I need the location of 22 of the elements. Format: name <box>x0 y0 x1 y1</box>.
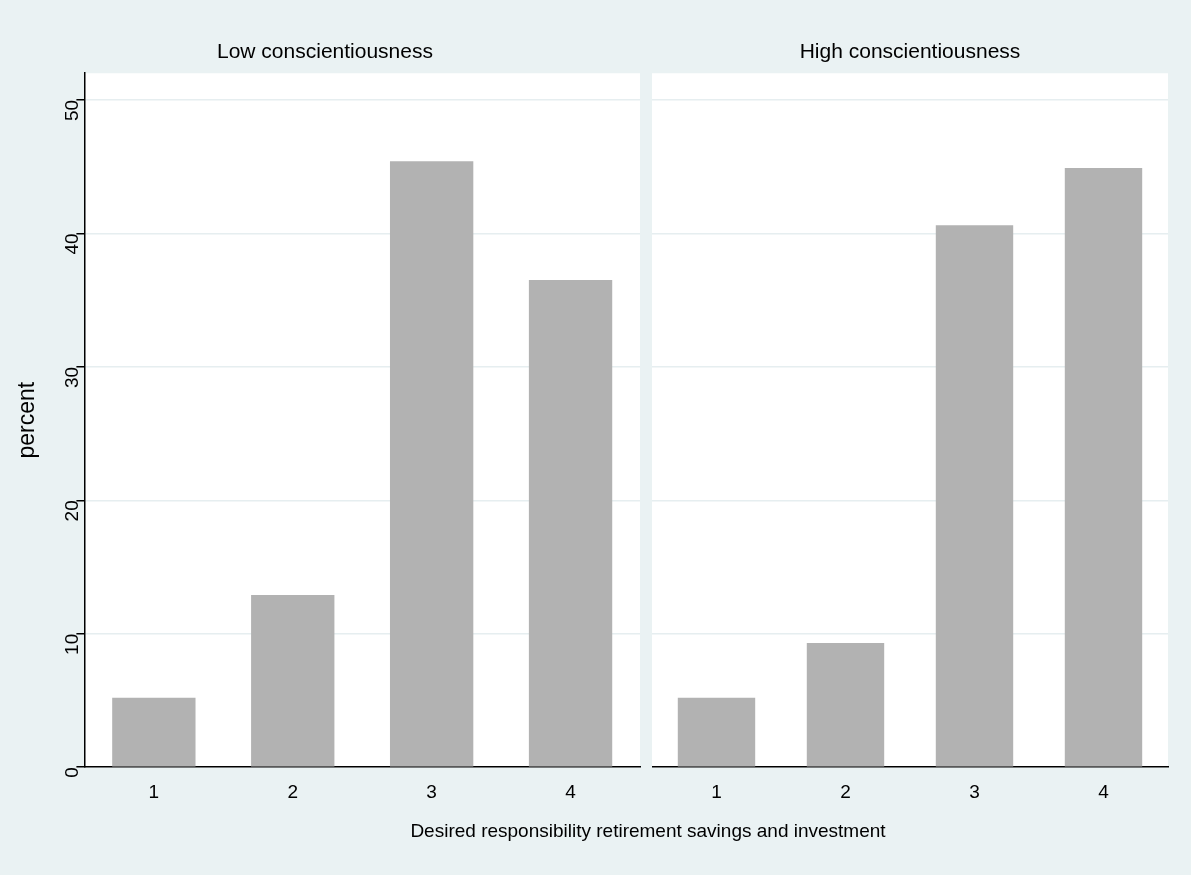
x-axis-title: Desired responsibility retirement savings and investment <box>409 820 887 842</box>
x-tick-label: 2 <box>840 780 851 802</box>
x-tick-label: 3 <box>426 780 437 802</box>
chart-title: Low conscientiousness <box>217 39 433 63</box>
bar <box>677 697 756 767</box>
x-tick-label: 4 <box>1098 780 1110 802</box>
x-tick-label: 1 <box>148 780 160 802</box>
y-tick-label: 40 <box>60 233 82 255</box>
y-axis-title: percent <box>13 381 40 459</box>
y-tick-label: 20 <box>60 500 82 522</box>
x-tick-label: 3 <box>969 780 980 802</box>
bar <box>935 225 1014 767</box>
x-tick-label: 4 <box>565 780 577 802</box>
x-tick-label: 2 <box>287 780 299 802</box>
y-tick-label: 50 <box>60 99 82 122</box>
y-tick-label: 10 <box>60 633 82 655</box>
y-tick-label: 30 <box>60 366 82 388</box>
chart-title: High conscientiousness <box>799 39 1021 63</box>
y-tick-label: 0 <box>60 767 82 778</box>
bar <box>806 643 885 767</box>
bar <box>1064 167 1143 767</box>
x-tick-label: 1 <box>711 780 722 802</box>
